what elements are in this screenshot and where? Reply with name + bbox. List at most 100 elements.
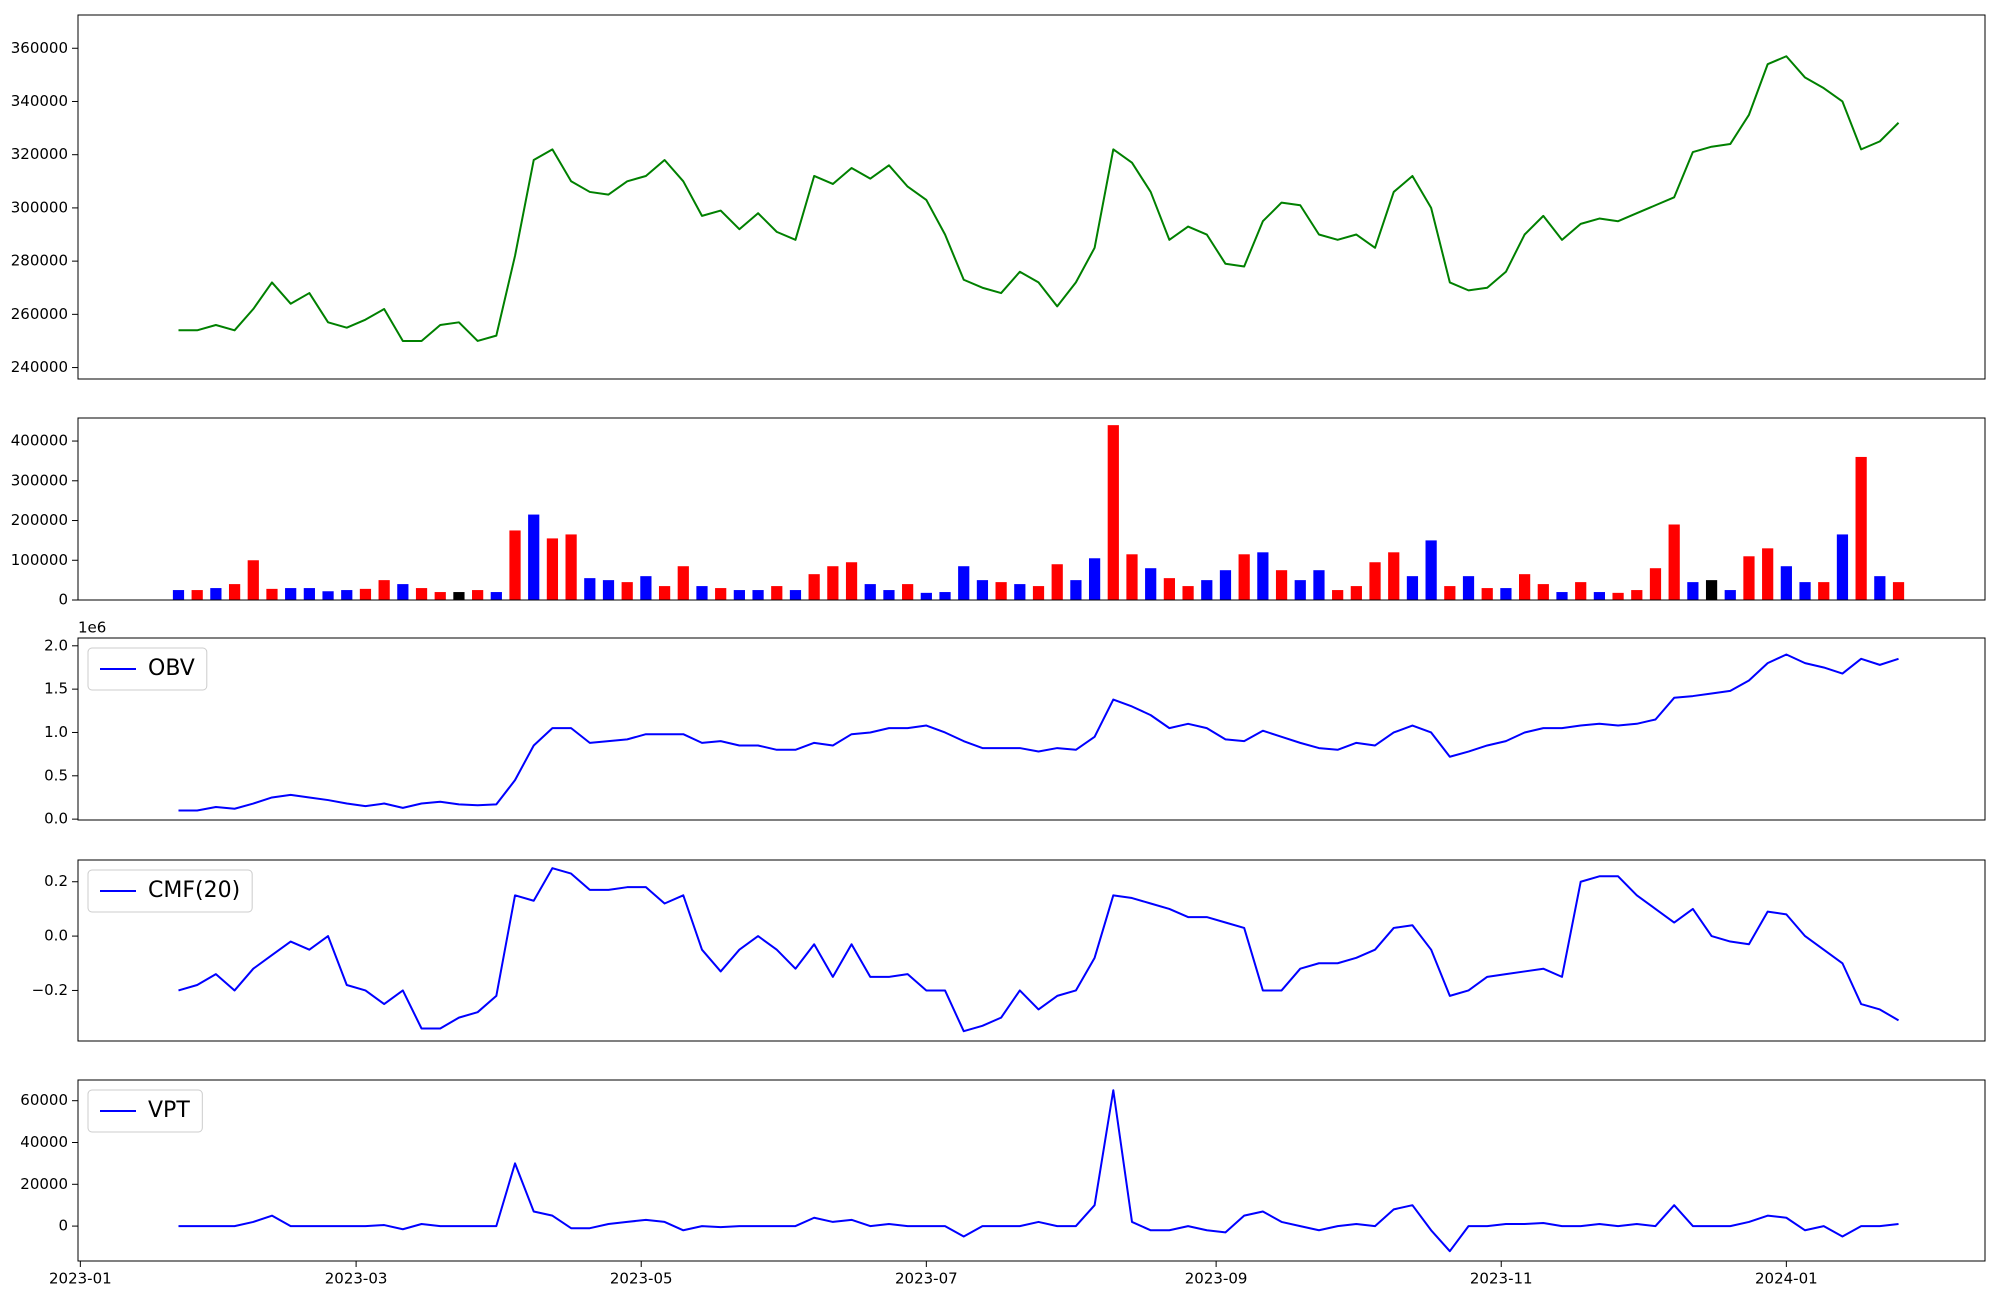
y-tick-label: 100000 xyxy=(11,551,68,569)
x-tick-label: 2023-01 xyxy=(49,1270,112,1288)
volume-bar xyxy=(1724,590,1736,600)
volume-bar xyxy=(1126,554,1138,600)
volume-bar xyxy=(453,592,465,600)
volume-bar xyxy=(247,560,259,600)
volume-bar xyxy=(602,580,615,600)
volume-bar xyxy=(1836,534,1849,600)
y-tick-label: 1.5 xyxy=(44,680,68,698)
data-line xyxy=(178,653,1899,812)
volume-bar xyxy=(397,584,409,600)
plot-frame xyxy=(77,859,1986,1042)
volume-bar xyxy=(1500,588,1512,600)
y-tick-label: 0 xyxy=(58,1217,68,1235)
volume-bar xyxy=(1874,576,1886,600)
legend-label: CMF(20) xyxy=(148,878,240,903)
offset-label: 1e6 xyxy=(78,619,106,637)
legend-box xyxy=(87,647,208,691)
volume-bar xyxy=(715,588,727,600)
volume-bar xyxy=(303,588,315,600)
volume-bar xyxy=(1444,586,1456,600)
volume-bar xyxy=(1014,584,1026,600)
volume-bar xyxy=(1593,592,1606,600)
volume-bar xyxy=(1107,425,1119,600)
volume-bar xyxy=(864,584,876,600)
volume-bar xyxy=(621,582,633,600)
volume-bar xyxy=(1406,576,1419,600)
volume-bar xyxy=(995,582,1007,600)
volume-bar xyxy=(1519,574,1531,600)
volume-bar xyxy=(1275,570,1288,600)
volume-bar xyxy=(902,584,914,600)
volume-bar xyxy=(827,566,839,600)
y-tick-label: 40000 xyxy=(20,1133,68,1151)
x-tick-label: 2024-01 xyxy=(1755,1270,1818,1288)
y-tick-label: 0.0 xyxy=(44,927,68,945)
volume-bar xyxy=(733,590,745,600)
volume-bar xyxy=(285,588,297,600)
volume-bar xyxy=(752,590,764,600)
volume-bar xyxy=(658,586,671,600)
volume-bar xyxy=(565,534,577,600)
volume-bar xyxy=(509,530,521,600)
volume-bar xyxy=(1163,578,1175,600)
volume-bar xyxy=(1294,580,1306,600)
volume-bar xyxy=(266,588,278,600)
volume-bar xyxy=(789,590,802,600)
legend-box xyxy=(87,869,253,913)
volume-bar xyxy=(584,578,596,600)
volume-bar xyxy=(696,586,708,600)
y-tick-label: 240000 xyxy=(11,358,68,376)
volume-bar xyxy=(1313,570,1325,600)
y-tick-label: 300000 xyxy=(11,198,68,216)
volume-bar xyxy=(883,590,895,600)
volume-bar xyxy=(1537,584,1549,600)
y-tick-label: 320000 xyxy=(11,145,68,163)
volume-bar xyxy=(1892,582,1905,600)
volume-bar xyxy=(1032,586,1045,600)
y-tick-label: 0.5 xyxy=(44,766,68,784)
volume-bar xyxy=(958,566,970,600)
volume-bar xyxy=(434,592,446,600)
volume-bar xyxy=(1575,582,1587,600)
x-tick-label: 2023-09 xyxy=(1185,1270,1248,1288)
volume-bar xyxy=(191,590,203,600)
volume-bar xyxy=(640,576,652,600)
volume-bar xyxy=(976,580,989,600)
y-tick-label: −0.2 xyxy=(32,981,68,999)
y-tick-label: 300000 xyxy=(11,471,68,489)
y-tick-label: 280000 xyxy=(11,252,68,270)
volume-bar xyxy=(1182,586,1194,600)
data-line xyxy=(178,867,1900,1033)
volume-bar xyxy=(1705,580,1718,600)
volume-bar xyxy=(845,562,858,600)
volume-bar xyxy=(677,566,689,600)
volume-bar xyxy=(1818,582,1830,600)
data-line xyxy=(178,55,1900,342)
volume-bar xyxy=(920,592,932,600)
volume-bar xyxy=(228,584,241,600)
x-tick-label: 2023-07 xyxy=(895,1270,958,1288)
y-tick-label: 200000 xyxy=(11,511,68,529)
volume-bar xyxy=(1238,554,1250,600)
volume-bar xyxy=(1799,582,1811,600)
volume-bar xyxy=(1088,558,1101,600)
volume-bar xyxy=(1780,566,1792,600)
volume-bar xyxy=(528,514,540,600)
volume-bar xyxy=(1388,552,1400,600)
volume-bar xyxy=(1332,590,1344,600)
y-tick-label: 1.0 xyxy=(44,723,68,741)
y-tick-label: 360000 xyxy=(11,39,68,57)
volume-bar xyxy=(415,588,428,600)
volume-bar xyxy=(1070,580,1082,600)
volume-bar xyxy=(1631,590,1643,600)
volume-bar xyxy=(1219,570,1232,600)
volume-bar xyxy=(1649,568,1662,600)
volume-bar xyxy=(1350,586,1362,600)
legend-label: OBV xyxy=(148,656,195,681)
x-tick-label: 2023-03 xyxy=(325,1270,388,1288)
legend-label: VPT xyxy=(148,1098,190,1123)
volume-bar xyxy=(172,590,185,600)
plot-frame xyxy=(77,417,1986,601)
volume-bar xyxy=(1687,582,1699,600)
